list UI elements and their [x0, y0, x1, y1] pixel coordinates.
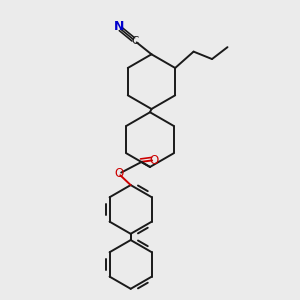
Text: C: C — [131, 36, 139, 46]
Text: O: O — [150, 154, 159, 167]
Text: N: N — [114, 20, 124, 33]
Text: O: O — [114, 167, 123, 180]
